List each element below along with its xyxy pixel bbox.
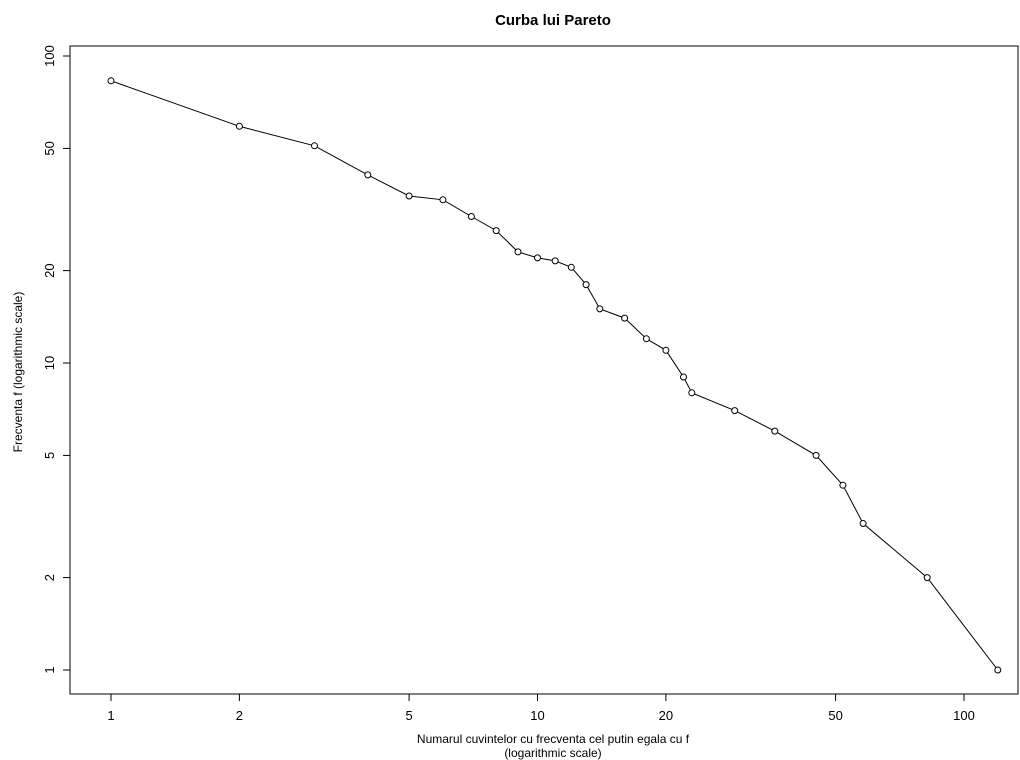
y-tick-label: 20 xyxy=(42,263,57,277)
plot-frame xyxy=(69,45,1019,695)
data-point xyxy=(812,451,820,459)
data-point xyxy=(439,196,447,204)
x-tick-label: 50 xyxy=(828,708,842,723)
data-point xyxy=(467,213,475,220)
x-tick-label: 10 xyxy=(530,708,544,723)
y-tick-label: 10 xyxy=(42,356,57,370)
data-point xyxy=(680,373,687,381)
x-tick-label: 100 xyxy=(953,708,975,723)
data-point xyxy=(582,281,590,289)
data-point xyxy=(235,122,243,130)
x-tick-label: 1 xyxy=(107,708,114,723)
data-point xyxy=(621,314,629,322)
y-axis-label: Frecventa f (logarithmic scale) xyxy=(11,292,25,453)
data-point xyxy=(839,481,847,489)
x-axis-label-line2: (logarithmic scale) xyxy=(504,746,601,760)
data-point xyxy=(923,574,931,582)
data-point xyxy=(534,254,541,262)
data-point xyxy=(567,263,575,271)
data-points xyxy=(107,77,1002,674)
data-point xyxy=(642,335,650,343)
data-point xyxy=(107,77,115,85)
data-point xyxy=(311,142,318,150)
series-line xyxy=(110,80,999,671)
data-point xyxy=(514,248,522,256)
data-point xyxy=(662,346,670,354)
data-point xyxy=(771,427,779,435)
data-point xyxy=(859,520,867,527)
chart-title: Curba lui Pareto xyxy=(495,12,611,29)
data-point xyxy=(994,666,1002,674)
data-point xyxy=(364,171,372,179)
y-tick-label: 5 xyxy=(42,452,57,459)
y-tick-label: 1 xyxy=(42,666,57,673)
data-point xyxy=(492,227,500,235)
x-axis-label-line1: Numarul cuvintelor cu frecventa cel puti… xyxy=(417,732,690,746)
data-point xyxy=(551,257,559,265)
data-point xyxy=(596,305,604,313)
y-axis: 1 2 5 10 20 50 100 xyxy=(42,45,70,674)
x-axis: 1 2 5 10 20 50 100 xyxy=(107,694,975,723)
data-point xyxy=(688,389,696,397)
data-point xyxy=(405,192,413,200)
x-tick-label: 2 xyxy=(236,708,243,723)
data-point xyxy=(731,407,739,415)
y-tick-label: 50 xyxy=(42,141,57,155)
x-tick-label: 5 xyxy=(405,708,412,723)
y-tick-label: 2 xyxy=(42,574,57,581)
y-tick-label: 100 xyxy=(42,45,57,67)
x-tick-label: 20 xyxy=(659,708,673,723)
